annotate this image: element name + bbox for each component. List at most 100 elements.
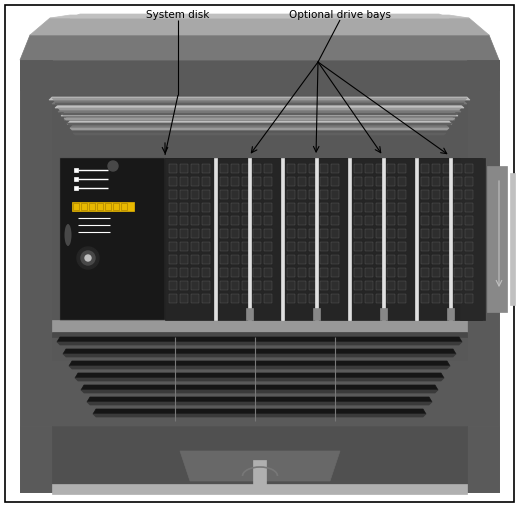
Bar (421, 229, 429, 238)
Bar (169, 294, 177, 303)
Bar (387, 164, 395, 173)
Bar (298, 229, 306, 238)
Bar (449, 158, 452, 320)
Bar (331, 177, 339, 186)
Bar (309, 229, 317, 238)
Bar (454, 281, 462, 290)
Bar (398, 190, 406, 199)
Bar (169, 190, 177, 199)
Bar (320, 177, 328, 186)
Bar (465, 164, 473, 173)
Bar (52, 320, 467, 332)
Bar (432, 164, 440, 173)
Bar (264, 164, 272, 173)
Bar (220, 203, 228, 212)
Bar (354, 281, 362, 290)
Bar (246, 308, 253, 320)
Bar (81, 203, 87, 210)
Polygon shape (69, 361, 450, 366)
Bar (180, 177, 188, 186)
Polygon shape (52, 101, 467, 104)
Bar (253, 164, 261, 173)
Bar (432, 177, 440, 186)
Polygon shape (20, 60, 499, 90)
Bar (454, 268, 462, 277)
Bar (298, 164, 306, 173)
Bar (180, 229, 188, 238)
Bar (309, 190, 317, 199)
Bar (220, 216, 228, 225)
Bar (169, 281, 177, 290)
Bar (454, 229, 462, 238)
Bar (309, 268, 317, 277)
Bar (398, 164, 406, 173)
Bar (191, 268, 199, 277)
Bar (331, 164, 339, 173)
Bar (231, 268, 239, 277)
Bar (169, 255, 177, 264)
Bar (465, 255, 473, 264)
Bar (376, 190, 384, 199)
Bar (454, 177, 462, 186)
Bar (354, 190, 362, 199)
Bar (52, 95, 467, 360)
Polygon shape (57, 342, 462, 345)
Polygon shape (70, 128, 449, 130)
Bar (180, 294, 188, 303)
Bar (298, 203, 306, 212)
Ellipse shape (64, 224, 72, 246)
Bar (20, 426, 499, 492)
Bar (398, 203, 406, 212)
Bar (231, 203, 239, 212)
Bar (365, 229, 373, 238)
Bar (298, 281, 306, 290)
Bar (432, 229, 440, 238)
Bar (253, 268, 261, 277)
Bar (443, 190, 451, 199)
Polygon shape (64, 118, 455, 120)
Bar (287, 164, 295, 173)
Bar (432, 242, 440, 251)
Bar (432, 190, 440, 199)
Bar (443, 177, 451, 186)
Bar (287, 242, 295, 251)
Bar (309, 294, 317, 303)
Bar (287, 229, 295, 238)
Bar (298, 268, 306, 277)
Bar (398, 268, 406, 277)
Bar (398, 294, 406, 303)
Bar (169, 242, 177, 251)
Bar (454, 164, 462, 173)
Bar (443, 203, 451, 212)
Bar (242, 203, 250, 212)
Bar (220, 294, 228, 303)
Bar (72, 202, 134, 211)
Bar (387, 190, 395, 199)
Bar (60, 158, 460, 320)
Bar (220, 242, 228, 251)
Bar (365, 177, 373, 186)
Bar (432, 268, 440, 277)
Polygon shape (73, 133, 446, 135)
Bar (443, 216, 451, 225)
Bar (248, 158, 251, 320)
Bar (387, 203, 395, 212)
Bar (180, 255, 188, 264)
Bar (231, 164, 239, 173)
Bar (20, 426, 52, 492)
Bar (202, 268, 210, 277)
Bar (320, 203, 328, 212)
Bar (231, 229, 239, 238)
Polygon shape (93, 409, 426, 414)
Bar (191, 216, 199, 225)
Bar (220, 268, 228, 277)
Bar (264, 281, 272, 290)
Polygon shape (52, 98, 467, 100)
Bar (365, 190, 373, 199)
Bar (298, 242, 306, 251)
Bar (191, 190, 199, 199)
Bar (387, 177, 395, 186)
Polygon shape (81, 390, 438, 393)
Bar (376, 268, 384, 277)
Polygon shape (64, 117, 455, 120)
